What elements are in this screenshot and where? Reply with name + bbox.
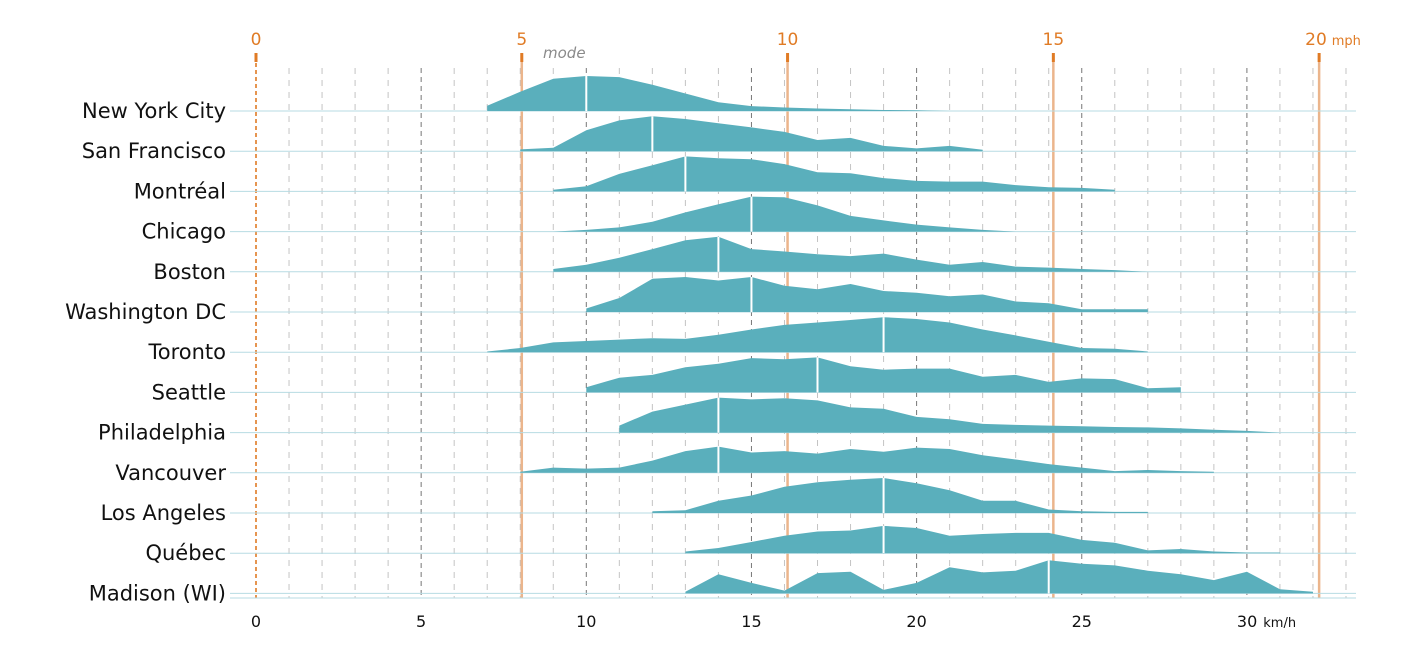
city-row: Vancouver: [115, 446, 1356, 485]
density-area: [487, 76, 950, 111]
mph-tick-label: 15: [1043, 30, 1065, 50]
city-row: Seattle: [152, 357, 1356, 404]
mph-axis: mode 0 5 10 15 20 mph: [251, 30, 1361, 62]
city-label: Chicago: [142, 220, 226, 244]
density-area: [553, 156, 1115, 192]
city-row: Toronto: [147, 317, 1356, 364]
x-tick-label: 10: [576, 612, 596, 631]
x-tick-label: 0: [251, 612, 261, 631]
city-row: Boston: [153, 236, 1356, 284]
city-label: Vancouver: [115, 461, 226, 485]
density-area: [586, 277, 1148, 312]
city-label: Boston: [153, 260, 226, 284]
city-row: Québec: [145, 525, 1356, 565]
mph-tick-label: 5: [516, 30, 527, 50]
city-row: Philadelphia: [98, 397, 1356, 445]
density-area: [652, 478, 1148, 513]
city-label: Philadelphia: [98, 421, 226, 445]
density-area: [487, 317, 1148, 353]
city-rows: New York City San Francisco Montréal Chicag…: [65, 76, 1356, 605]
city-label: Madison (WI): [89, 581, 226, 605]
density-area: [619, 397, 1280, 433]
x-tick-label: 5: [416, 612, 426, 631]
mph-tick-label: 10: [777, 30, 799, 50]
density-area: [685, 560, 1313, 594]
kmh-axis: 0 5 10 15 20 25 30 km/h: [230, 597, 1356, 631]
density-area: [553, 236, 1148, 272]
mode-annotation: mode: [543, 44, 586, 62]
x-tick-label: 20: [906, 612, 926, 631]
city-label: Washington DC: [65, 300, 226, 324]
city-row: Washington DC: [65, 277, 1356, 324]
city-row: Chicago: [142, 196, 1356, 244]
density-area: [553, 196, 1016, 232]
city-label: Seattle: [152, 380, 226, 404]
city-label: San Francisco: [82, 139, 226, 163]
city-label: Toronto: [147, 340, 226, 364]
density-area: [586, 357, 1181, 393]
density-area: [520, 116, 983, 152]
city-row: New York City: [82, 76, 1356, 123]
mph-tick-label: 20 mph: [1305, 30, 1361, 50]
city-label: Los Angeles: [101, 501, 226, 525]
city-label: Québec: [145, 541, 226, 565]
city-row: Los Angeles: [101, 478, 1356, 525]
density-area: [520, 446, 1214, 473]
city-label: New York City: [82, 99, 226, 123]
city-row: Montréal: [134, 156, 1356, 203]
x-tick-label: 15: [741, 612, 761, 631]
city-row: Madison (WI): [89, 560, 1356, 605]
city-row: San Francisco: [82, 116, 1356, 163]
mph-tick-label: 0: [251, 30, 262, 50]
city-label: Montréal: [134, 179, 226, 203]
x-tick-label: 30 km/h: [1237, 612, 1296, 631]
density-area: [685, 525, 1280, 554]
x-tick-label: 25: [1072, 612, 1092, 631]
